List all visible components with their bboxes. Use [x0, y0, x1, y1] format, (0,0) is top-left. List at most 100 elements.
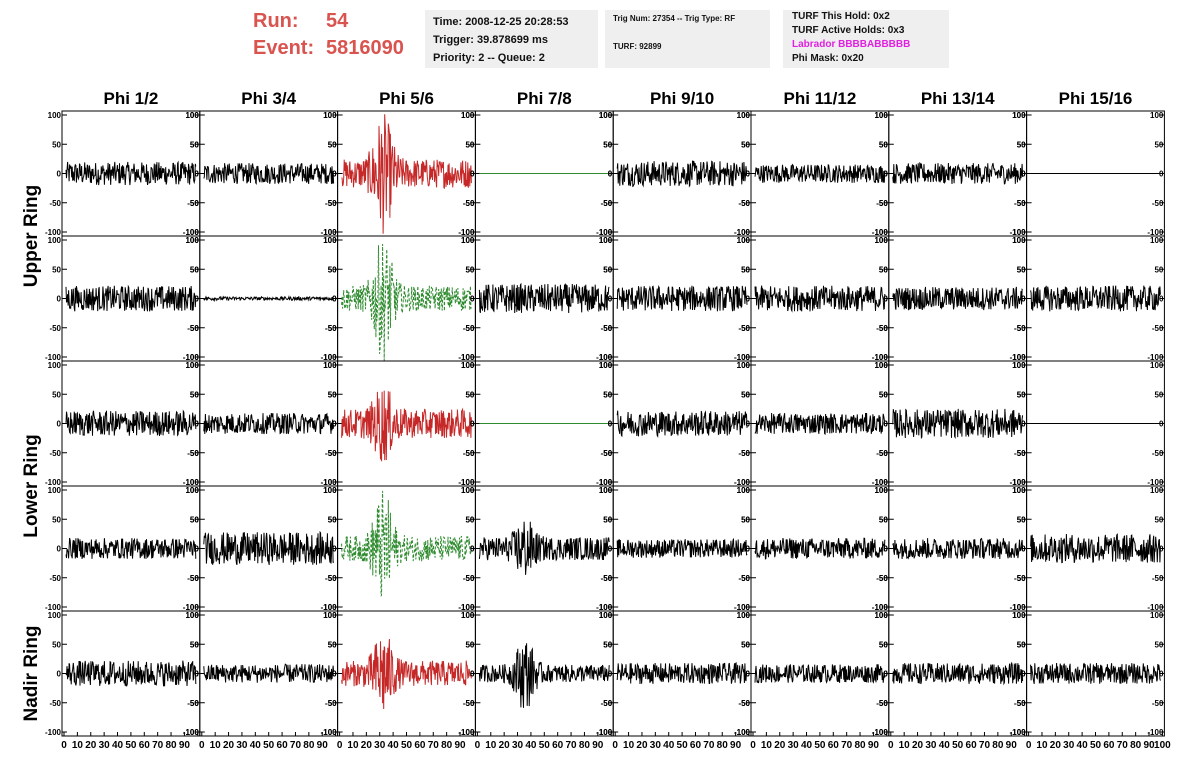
- y-tick-label: 100: [874, 111, 888, 120]
- y-tick-label: 0: [194, 295, 199, 304]
- y-tick-label: 100: [461, 611, 475, 620]
- y-tick-label: 50: [465, 640, 474, 649]
- y-tick-label: -100: [321, 728, 338, 737]
- y-tick-label: 100: [461, 236, 475, 245]
- y-tick-label: -100: [872, 728, 889, 737]
- y-tick-label: 100: [1012, 486, 1026, 495]
- y-tick-label: 50: [1017, 140, 1026, 149]
- y-tick-label: -50: [49, 574, 61, 583]
- x-tick-label: 10: [347, 740, 359, 751]
- y-tick-label: 100: [185, 486, 199, 495]
- y-tick-label: 100: [185, 111, 199, 120]
- y-tick-label: 0: [608, 420, 613, 429]
- x-tick-label: 90: [454, 740, 466, 751]
- x-tick-label: 30: [1063, 740, 1075, 751]
- y-tick-label: -50: [463, 699, 475, 708]
- waveform-trace: [1030, 662, 1161, 684]
- y-tick-label: 50: [1017, 265, 1026, 274]
- y-tick-label: 100: [874, 361, 888, 370]
- y-tick-label: 0: [1021, 545, 1026, 554]
- y-tick-label: -50: [49, 699, 61, 708]
- y-tick-label: 50: [190, 140, 199, 149]
- y-tick-label: 100: [1012, 236, 1026, 245]
- y-tick-label: 100: [323, 611, 337, 620]
- y-tick-label: -100: [458, 603, 475, 612]
- y-tick-label: 50: [1154, 515, 1163, 524]
- y-tick-label: 100: [1012, 361, 1026, 370]
- y-tick-label: -50: [876, 199, 888, 208]
- waveform-trace: [478, 643, 610, 708]
- y-tick-label: 100: [874, 111, 888, 120]
- y-tick-label: -100: [1010, 353, 1027, 362]
- y-tick-label: 100: [737, 611, 751, 620]
- y-tick-label: 50: [328, 515, 337, 524]
- y-tick-label: -50: [601, 574, 613, 583]
- y-tick-label: -50: [601, 449, 613, 458]
- x-tick-label: 50: [677, 740, 689, 751]
- x-tick-label: 40: [663, 740, 675, 751]
- y-tick-label: 0: [746, 420, 751, 429]
- y-tick-label: 100: [1012, 111, 1026, 120]
- y-tick-label: 100: [599, 361, 613, 370]
- y-tick-label: 100: [323, 111, 337, 120]
- y-tick-label: 0: [332, 545, 337, 554]
- y-tick-label: -100: [1147, 478, 1164, 487]
- y-tick-label: 50: [741, 140, 750, 149]
- y-tick-label: -50: [49, 449, 61, 458]
- y-tick-label: -50: [876, 574, 888, 583]
- x-tick-label: 20: [499, 740, 511, 751]
- waveform-trace: [65, 284, 197, 312]
- y-tick-label: -100: [458, 603, 475, 612]
- y-tick-label: -50: [325, 324, 337, 333]
- y-tick-label: -50: [187, 574, 199, 583]
- y-tick-label: -50: [876, 324, 888, 333]
- y-tick-label: 100: [185, 111, 199, 120]
- y-tick-label: -100: [872, 603, 889, 612]
- y-tick-label: -50: [1014, 199, 1026, 208]
- y-tick-label: 50: [879, 140, 888, 149]
- waveform-trace: [203, 663, 335, 683]
- x-tick-label: 90: [730, 740, 742, 751]
- y-tick-label: 50: [741, 390, 750, 399]
- y-tick-label: 100: [599, 236, 613, 245]
- y-tick-label: 50: [603, 265, 612, 274]
- waveform-trace: [754, 412, 886, 436]
- turf-info-box: TURF This Hold: 0x2 TURF Active Holds: 0…: [783, 10, 949, 68]
- y-tick-label: 0: [470, 420, 475, 429]
- x-tick-label: 90: [179, 740, 191, 751]
- y-tick-label: 50: [879, 265, 888, 274]
- y-tick-label: 0: [194, 420, 199, 429]
- y-tick-label: 100: [461, 486, 475, 495]
- y-tick-label: -100: [1010, 478, 1027, 487]
- x-tick-label: 80: [579, 740, 591, 751]
- x-tick-label: 70: [152, 740, 164, 751]
- x-tick-label: 10: [72, 740, 84, 751]
- y-tick-label: 0: [470, 170, 475, 179]
- y-tick-label: 100: [461, 236, 475, 245]
- y-tick-label: -50: [601, 574, 613, 583]
- y-tick-label: 100: [599, 111, 613, 120]
- y-tick-label: -50: [463, 449, 475, 458]
- y-tick-label: 0: [57, 670, 62, 679]
- y-tick-label: 50: [741, 390, 750, 399]
- y-tick-label: 100: [461, 361, 475, 370]
- y-tick-label: 0: [608, 170, 613, 179]
- waveform-trace: [341, 638, 472, 710]
- y-tick-label: 50: [190, 515, 199, 524]
- y-tick-label: 50: [52, 640, 61, 649]
- waveform-trace: [1030, 533, 1161, 564]
- y-tick-label: -50: [187, 699, 199, 708]
- y-tick-label: 0: [746, 295, 751, 304]
- y-tick-label: 100: [874, 611, 888, 620]
- x-tick-label: 40: [801, 740, 813, 751]
- y-tick-label: 50: [328, 390, 337, 399]
- y-tick-label: 50: [190, 265, 199, 274]
- y-tick-label: 0: [746, 295, 751, 304]
- y-tick-label: -50: [1014, 324, 1026, 333]
- y-tick-label: -50: [463, 199, 475, 208]
- y-tick-label: 50: [1017, 515, 1026, 524]
- y-tick-label: -100: [596, 728, 613, 737]
- x-tick-label: 30: [99, 740, 111, 751]
- y-tick-label: -100: [45, 478, 62, 487]
- y-tick-label: -100: [1010, 228, 1027, 237]
